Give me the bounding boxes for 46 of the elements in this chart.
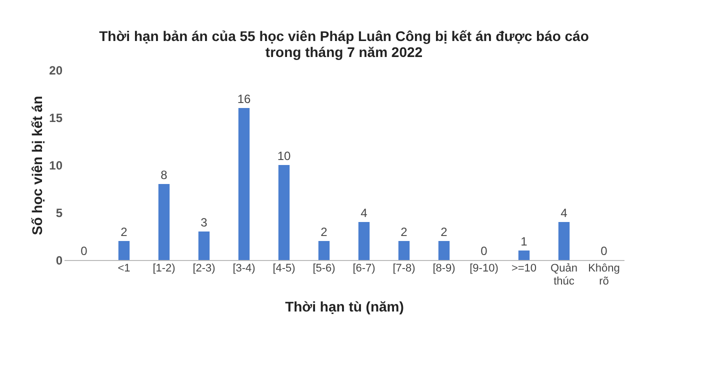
data-label: 10 — [277, 149, 291, 163]
data-label: 2 — [400, 225, 408, 239]
bar — [238, 108, 250, 260]
x-tick-label: [5-6) — [312, 262, 336, 274]
bar — [398, 241, 410, 260]
bar — [278, 165, 290, 260]
bar — [558, 222, 570, 260]
bar — [438, 241, 450, 260]
data-label: 2 — [120, 225, 128, 239]
x-tick-label: <1 — [118, 262, 130, 274]
data-label: 4 — [360, 206, 368, 220]
data-label: 8 — [160, 168, 168, 182]
x-tick-label: Không rõ — [588, 262, 620, 288]
data-label: 2 — [320, 225, 328, 239]
x-tick-label: [3-4) — [232, 262, 256, 274]
bar — [318, 241, 330, 260]
y-tick-label: 0 — [56, 254, 63, 268]
bar — [118, 241, 130, 260]
x-tick-label: [1-2) — [152, 262, 176, 274]
x-tick-label: [7-8) — [392, 262, 416, 274]
bar — [198, 232, 210, 260]
x-tick-label: [8-9) — [432, 262, 456, 274]
y-tick-label: 15 — [49, 111, 63, 125]
data-label: 0 — [480, 244, 488, 258]
y-tick-label: 20 — [49, 64, 63, 78]
data-label: 0 — [80, 244, 88, 258]
data-label: 0 — [600, 244, 608, 258]
y-tick-label: 10 — [49, 158, 63, 172]
x-axis-title: Thời hạn tù (năm) — [285, 298, 404, 314]
x-tick-label: [4-5) — [272, 262, 296, 274]
data-label: 1 — [520, 234, 528, 248]
data-label: 2 — [440, 225, 448, 239]
y-tick-label: 5 — [56, 206, 63, 220]
data-label: 3 — [200, 216, 208, 230]
data-label: 16 — [237, 92, 251, 106]
x-tick-label: [2-3) — [192, 262, 216, 274]
bar — [158, 184, 170, 260]
bar — [518, 250, 530, 260]
data-label: 4 — [560, 206, 568, 220]
chart-title: Thời hạn bản án của 55 học viên Pháp Luân Công bị kết án được báo cáo trong tháng 7 năm 2022 — [99, 28, 589, 60]
x-tick-label: [9-10) — [470, 262, 498, 274]
x-tick-label: Quản thúc — [550, 262, 578, 288]
x-tick-label: [6-7) — [352, 262, 376, 274]
bar — [358, 222, 370, 260]
x-tick-label: >=10 — [511, 262, 537, 274]
y-axis-title: Số học viên bị kết án — [29, 96, 46, 236]
